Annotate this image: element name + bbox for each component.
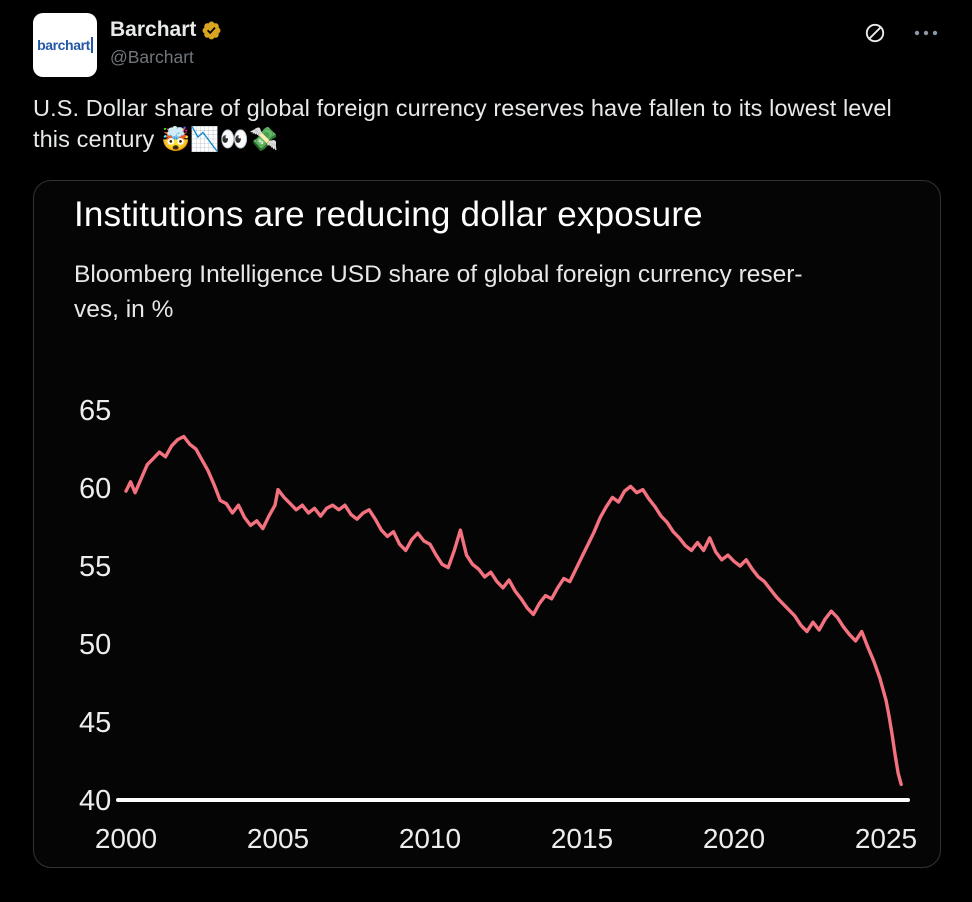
gold-verified-badge-icon — [201, 20, 222, 41]
display-name[interactable]: Barchart — [110, 18, 197, 41]
grok-summarize-icon[interactable] — [863, 21, 887, 45]
barchart-logo: barchart — [37, 37, 93, 53]
tweet-header: barchart Barchart @Barchart — [0, 0, 972, 77]
header-actions — [863, 13, 939, 45]
svg-text:2020: 2020 — [703, 823, 765, 854]
svg-text:45: 45 — [79, 707, 111, 739]
more-icon[interactable] — [913, 21, 939, 45]
svg-text:2015: 2015 — [551, 823, 613, 854]
svg-text:65: 65 — [79, 395, 111, 427]
chart-subtitle: Bloomberg Intelligence USD share of glob… — [74, 257, 894, 328]
avatar[interactable]: barchart — [33, 13, 97, 77]
tweet-text: U.S. Dollar share of global foreign curr… — [33, 95, 892, 153]
chart-title: Institutions are reducing dollar exposur… — [74, 194, 703, 234]
chart-subtitle-line1: Bloomberg Intelligence USD share of glob… — [74, 260, 803, 288]
svg-text:2025: 2025 — [855, 823, 917, 854]
user-handle[interactable]: @Barchart — [110, 47, 194, 67]
author-names: Barchart @Barchart — [110, 13, 222, 68]
svg-text:2000: 2000 — [95, 823, 157, 854]
tweet-media-card[interactable]: Institutions are reducing dollar exposur… — [33, 179, 941, 868]
svg-text:2005: 2005 — [247, 823, 309, 854]
svg-text:55: 55 — [79, 551, 111, 583]
svg-text:40: 40 — [79, 785, 111, 817]
line-chart: 65 60 55 50 45 40 2000 2005 2010 2015 2020 2025 — [79, 395, 917, 854]
svg-text:60: 60 — [79, 473, 111, 505]
svg-text:50: 50 — [79, 629, 111, 661]
chart-subtitle-line2: ves, in % — [74, 296, 174, 324]
svg-text:2010: 2010 — [399, 823, 461, 854]
